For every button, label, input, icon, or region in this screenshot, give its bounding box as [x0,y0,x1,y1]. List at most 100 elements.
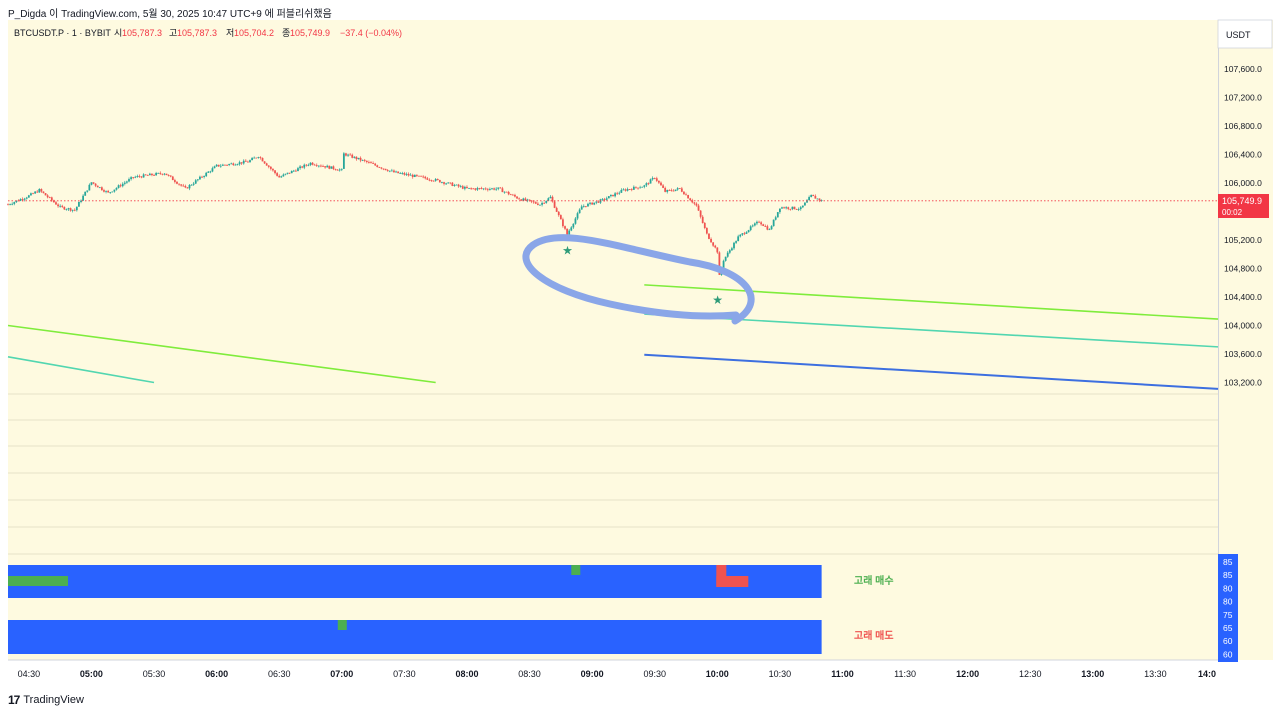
candle[interactable] [438,179,441,183]
candle[interactable] [534,202,537,204]
candle[interactable] [411,174,414,177]
candle[interactable] [165,173,168,176]
candle[interactable] [593,202,596,205]
candle[interactable] [737,236,740,242]
candle[interactable] [716,247,719,253]
candle[interactable] [148,173,151,176]
candle[interactable] [678,188,681,189]
candle[interactable] [451,182,454,186]
candle[interactable] [48,197,51,199]
candle[interactable] [111,191,114,193]
candle[interactable] [393,170,395,173]
candle[interactable] [322,166,324,167]
candle[interactable] [226,164,228,166]
candle[interactable] [25,197,28,199]
candle[interactable] [482,188,485,190]
candle[interactable] [785,207,788,209]
candle[interactable] [618,192,621,194]
candle[interactable] [15,200,18,203]
candle[interactable] [480,188,483,189]
candle[interactable] [42,191,45,194]
candle[interactable] [632,186,635,190]
candle[interactable] [121,183,124,187]
candle[interactable] [320,165,322,167]
candle[interactable] [547,198,550,201]
candle[interactable] [597,201,600,203]
candle[interactable] [691,200,694,203]
candle[interactable] [549,196,552,199]
candle[interactable] [67,208,70,210]
candle[interactable] [65,209,68,211]
candle[interactable] [153,175,155,176]
candle[interactable] [768,229,771,231]
candle[interactable] [382,168,385,170]
candle[interactable] [345,153,347,156]
candle[interactable] [132,177,135,179]
candle[interactable] [342,153,345,169]
candle[interactable] [520,199,523,201]
candle[interactable] [728,250,731,253]
candle[interactable] [286,172,289,174]
candle[interactable] [572,223,575,228]
candle[interactable] [290,170,293,174]
candle[interactable] [328,165,331,169]
candle[interactable] [616,193,619,195]
candle[interactable] [666,189,669,192]
candle[interactable] [635,186,637,188]
candle[interactable] [407,173,410,176]
candle[interactable] [655,178,658,181]
candle[interactable] [171,176,174,181]
candle[interactable] [136,176,139,177]
candle[interactable] [814,196,817,199]
candle[interactable] [23,198,26,200]
candle[interactable] [701,216,704,223]
candle[interactable] [27,195,30,198]
candle[interactable] [184,186,187,188]
candle[interactable] [530,200,533,202]
candle[interactable] [167,175,170,176]
candle[interactable] [326,165,329,168]
candle[interactable] [242,160,245,164]
candle[interactable] [284,173,287,175]
candle[interactable] [657,180,660,183]
candle[interactable] [107,190,110,193]
candle[interactable] [708,233,710,239]
candle[interactable] [536,203,539,205]
candle[interactable] [607,196,610,199]
candle[interactable] [146,175,149,176]
candle[interactable] [347,154,349,156]
candle[interactable] [155,173,158,176]
candle[interactable] [11,203,14,205]
candle[interactable] [7,204,9,206]
candle[interactable] [722,260,725,269]
candle[interactable] [338,169,341,171]
candle[interactable] [138,176,141,177]
price-scale[interactable] [1218,20,1273,660]
candle[interactable] [503,191,506,193]
chart-pane[interactable] [8,20,1218,660]
candle[interactable] [489,188,491,190]
candle[interactable] [103,190,105,192]
candle[interactable] [501,188,504,193]
candle[interactable] [359,157,362,161]
candle[interactable] [232,163,235,166]
candle[interactable] [455,184,458,186]
candle[interactable] [499,187,502,189]
symbol-legend[interactable]: BTCUSDT.P · 1 · BYBIT 시 105,787.3 고 105,… [14,28,402,38]
candle[interactable] [203,176,206,178]
candle[interactable] [309,162,312,165]
candle[interactable] [587,203,589,207]
candle[interactable] [739,234,742,237]
candle[interactable] [628,189,631,190]
candle[interactable] [363,159,366,161]
candle[interactable] [240,162,243,164]
candle[interactable] [551,196,554,202]
candle[interactable] [217,164,220,167]
candle[interactable] [52,200,55,203]
candle[interactable] [313,164,316,166]
candle[interactable] [649,179,652,184]
candle[interactable] [207,171,210,173]
trendline-teal[interactable] [7,356,155,384]
legend-symbol[interactable]: BTCUSDT.P · 1 · BYBIT [14,28,111,38]
